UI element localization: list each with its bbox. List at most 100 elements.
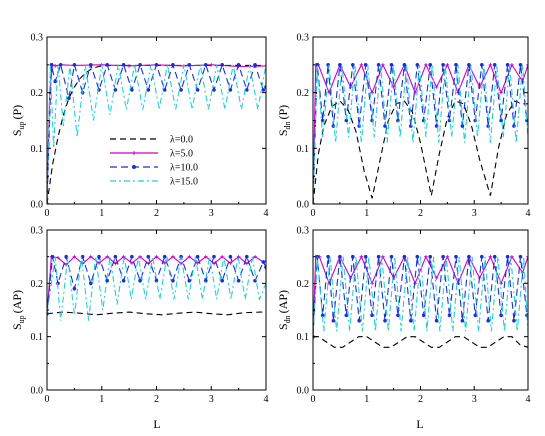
data-point <box>162 88 167 92</box>
data-point <box>113 88 118 92</box>
data-point <box>434 85 439 89</box>
x-tick-label: 1 <box>99 208 104 219</box>
data-point <box>415 254 420 259</box>
y-axis-label: Sdn(AP) <box>276 290 292 330</box>
data-point <box>447 313 452 318</box>
data-point <box>236 63 241 67</box>
data-point <box>396 313 400 318</box>
data-point <box>154 63 159 67</box>
data-point <box>526 254 528 259</box>
legend-label: λ=5.0 <box>170 149 193 160</box>
legend-entry: λ=5.0 <box>110 149 193 160</box>
data-point <box>187 254 192 259</box>
panel-bottom-right: 0 1 2 3 4 0.0 0.1 0.2 0.3 Sdn(AP) <box>276 226 531 406</box>
data-point <box>467 254 471 259</box>
data-point <box>326 254 330 259</box>
data-point <box>97 254 101 259</box>
legend-entry: λ=15.0 <box>110 177 198 188</box>
legend: λ=0.0 λ=5.0 λ=10.0 λ=15.0 <box>110 135 198 188</box>
data-point <box>228 254 233 259</box>
data-point <box>130 261 134 265</box>
legend-entry: λ=0.0 <box>110 135 193 146</box>
y-axis-label: Sup(P) <box>10 105 26 136</box>
series-group <box>313 63 528 204</box>
y-tick-label: 0.2 <box>297 88 310 99</box>
legend-label: λ=0.0 <box>170 135 193 146</box>
series-line-0 <box>47 64 266 204</box>
data-point <box>447 118 452 123</box>
data-point <box>486 318 491 323</box>
y-tick-label: 0.1 <box>31 144 44 155</box>
y-tick-label: 0.1 <box>297 144 310 155</box>
data-point <box>228 261 233 265</box>
data-point <box>195 261 200 265</box>
data-point <box>58 63 63 67</box>
data-point <box>89 254 93 259</box>
data-point <box>370 90 374 95</box>
data-point <box>344 313 349 318</box>
data-point <box>512 318 516 323</box>
data-point <box>264 64 266 68</box>
data-point <box>402 254 407 259</box>
data-point <box>105 254 110 259</box>
data-point <box>467 63 471 67</box>
data-point <box>441 254 445 259</box>
data-point <box>121 254 126 259</box>
data-point <box>381 63 385 67</box>
data-point <box>428 254 433 259</box>
x-tick-label: 2 <box>154 394 159 405</box>
data-point <box>89 63 93 67</box>
data-point <box>488 63 493 67</box>
data-point <box>421 313 426 318</box>
x-tick-label: 4 <box>264 208 269 219</box>
series-group <box>47 62 266 204</box>
data-point <box>415 63 420 67</box>
data-point <box>526 63 528 67</box>
x-tick-label: 0 <box>45 394 50 405</box>
y-tick-label: 0.1 <box>297 332 310 343</box>
series-group <box>47 254 266 321</box>
data-point <box>383 124 387 128</box>
data-point <box>518 254 523 259</box>
data-point <box>162 254 167 259</box>
series-line-1 <box>47 64 266 204</box>
x-tick-label: 1 <box>99 394 104 405</box>
data-point <box>121 63 126 67</box>
data-point <box>499 90 503 95</box>
series-line-1 <box>313 63 528 204</box>
y-tick-label: 0.0 <box>31 386 44 397</box>
x-tick-label: 0 <box>311 208 316 219</box>
series-line-3 <box>313 64 528 204</box>
data-point <box>130 254 134 259</box>
data-point <box>146 88 151 92</box>
panel-top-left: 0 1 2 3 4 0.0 0.1 0.2 0.3 Sup(P) <box>10 33 269 220</box>
x-tick-label: 1 <box>364 394 369 405</box>
x-tick-label: 0 <box>311 394 316 405</box>
data-point <box>428 63 433 67</box>
data-point <box>357 318 362 323</box>
data-point <box>72 286 77 291</box>
data-point <box>351 63 355 67</box>
y-tick-label: 0.0 <box>297 386 310 397</box>
data-point <box>460 318 465 323</box>
data-point <box>376 63 381 67</box>
data-point <box>434 318 439 323</box>
data-point <box>53 79 57 84</box>
data-point <box>245 88 249 92</box>
data-point <box>64 254 68 259</box>
data-point <box>460 124 465 128</box>
panel-bottom-left: 0 1 2 3 4 0.0 0.1 0.2 0.3 Sup(AP) <box>10 226 269 406</box>
y-tick-label: 0.3 <box>31 33 44 44</box>
data-point <box>245 254 249 259</box>
plot-frame <box>46 229 267 391</box>
plot-frame <box>46 36 267 205</box>
x-tick-label: 3 <box>209 394 214 405</box>
x-tick-label: 4 <box>264 394 269 405</box>
data-point <box>480 254 484 259</box>
data-point <box>351 254 355 259</box>
data-point <box>138 278 142 283</box>
data-point <box>409 318 413 323</box>
data-point <box>212 261 216 266</box>
series-line-2 <box>313 256 528 337</box>
